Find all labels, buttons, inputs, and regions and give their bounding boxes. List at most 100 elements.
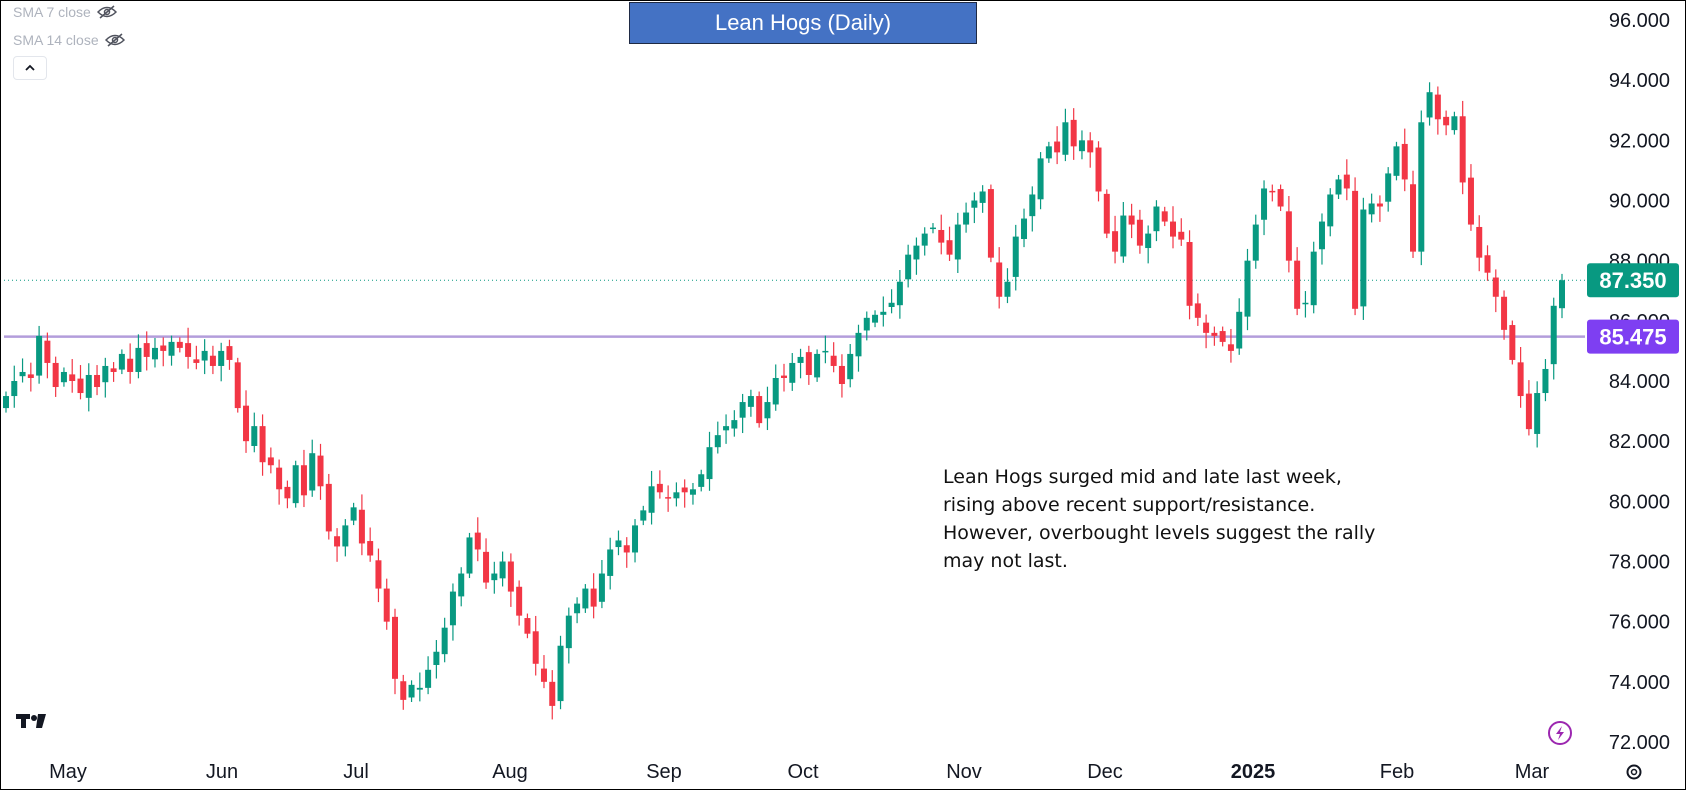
- candle: [276, 459, 283, 505]
- candle: [565, 607, 572, 664]
- candle: [1418, 110, 1425, 266]
- lightning-icon[interactable]: [1548, 721, 1572, 745]
- candle: [540, 655, 547, 689]
- candle: [151, 337, 158, 368]
- candle: [1227, 328, 1234, 363]
- candle: [1443, 110, 1450, 136]
- y-tick-label: 84.000: [1609, 371, 1670, 393]
- tradingview-logo[interactable]: [16, 714, 46, 728]
- candle: [963, 202, 970, 233]
- candle: [36, 325, 43, 384]
- candle: [193, 345, 200, 370]
- candle: [1484, 245, 1491, 281]
- x-tick-label: Jun: [206, 761, 238, 783]
- candle: [284, 480, 291, 509]
- x-tick-label: Sep: [646, 761, 682, 783]
- candle: [1501, 290, 1508, 340]
- candle: [781, 363, 787, 392]
- annotation-line: However, overbought levels suggest the r…: [943, 522, 1376, 544]
- candle: [1294, 247, 1301, 316]
- candle: [1285, 195, 1292, 273]
- candle: [905, 244, 912, 288]
- candle: [814, 349, 821, 382]
- y-tick-label: 80.000: [1609, 491, 1670, 513]
- candle: [325, 473, 332, 540]
- candle: [1211, 326, 1218, 346]
- candle: [632, 519, 639, 563]
- candle: [1451, 111, 1458, 135]
- eye-off-icon[interactable]: [104, 33, 125, 47]
- candle: [1194, 293, 1201, 326]
- candle: [797, 348, 804, 379]
- candle: [85, 363, 92, 412]
- candle: [416, 672, 423, 702]
- candle: [334, 528, 341, 562]
- candle: [1153, 200, 1160, 242]
- candle: [979, 185, 986, 213]
- candle: [665, 485, 672, 512]
- y-tick-label: 72.000: [1609, 732, 1670, 754]
- x-tick-label: Aug: [492, 761, 528, 783]
- candle: [1310, 241, 1317, 314]
- candle: [731, 410, 738, 437]
- candle: [1161, 206, 1168, 227]
- candle: [689, 482, 696, 505]
- candle: [342, 519, 349, 557]
- candle: [1360, 197, 1367, 320]
- candle: [1112, 215, 1119, 264]
- candle: [830, 342, 837, 373]
- settings-gear-icon[interactable]: [1626, 764, 1642, 780]
- candle: [1004, 268, 1011, 304]
- candle: [532, 615, 539, 676]
- candle: [392, 608, 398, 695]
- candle: [383, 578, 390, 630]
- candle: [1434, 86, 1441, 135]
- legend-sma14[interactable]: SMA 14 close: [13, 32, 125, 48]
- candle: [805, 345, 812, 385]
- candle: [350, 502, 357, 526]
- candle: [234, 357, 241, 413]
- candle: [1410, 170, 1417, 258]
- candle: [1078, 130, 1085, 160]
- candle: [1352, 177, 1359, 316]
- candle: [582, 584, 589, 613]
- candle: [226, 339, 233, 370]
- y-tick-label: 90.000: [1609, 191, 1670, 213]
- candle: [1492, 269, 1499, 313]
- candle: [11, 365, 18, 408]
- candle: [1277, 184, 1284, 212]
- eye-off-icon[interactable]: [96, 5, 117, 19]
- candle: [176, 337, 183, 353]
- candle: [1012, 224, 1019, 291]
- candle: [1426, 82, 1433, 126]
- candle: [822, 335, 829, 364]
- x-tick-label: May: [49, 761, 87, 783]
- candle: [1368, 193, 1375, 223]
- candles: [3, 82, 1565, 720]
- candle: [756, 391, 763, 428]
- candle: [1525, 380, 1532, 436]
- collapse-legend-button[interactable]: [13, 56, 47, 80]
- candle: [474, 517, 481, 562]
- candle: [400, 674, 407, 710]
- candle: [838, 354, 845, 398]
- candle: [896, 269, 903, 319]
- candle: [466, 532, 473, 579]
- candle: [987, 184, 994, 263]
- candle: [598, 559, 605, 609]
- candle: [921, 227, 928, 256]
- legend-sma7[interactable]: SMA 7 close: [13, 4, 117, 20]
- candle: [855, 324, 862, 372]
- candle: [1087, 132, 1094, 168]
- candle: [1045, 141, 1052, 163]
- candle: [1095, 141, 1102, 202]
- candle: [425, 656, 432, 695]
- candle: [971, 192, 978, 224]
- candle: [1393, 141, 1400, 181]
- support-price-tag: 85.475: [1587, 319, 1679, 354]
- candle: [996, 247, 1003, 309]
- y-tick-label: 76.000: [1609, 612, 1670, 634]
- annotation-line: Lean Hogs surged mid and late last week,: [943, 466, 1342, 488]
- candle: [1509, 320, 1516, 365]
